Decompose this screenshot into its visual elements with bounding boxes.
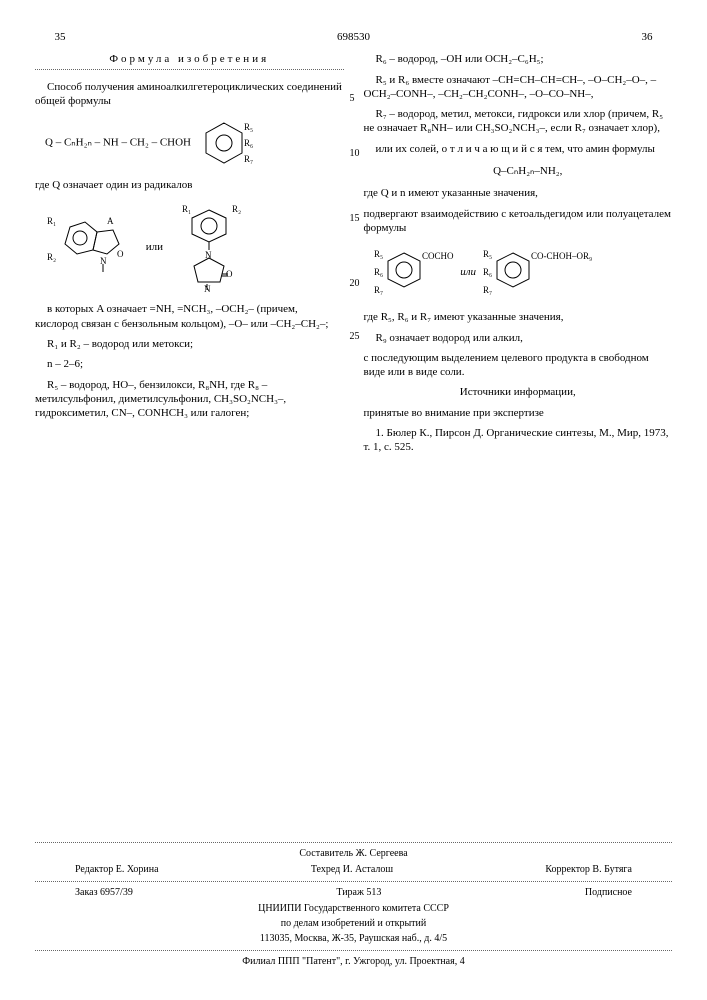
order-row: Заказ 6957/39 Тираж 513 Подписное xyxy=(75,886,632,899)
or-text-1: или xyxy=(146,241,163,253)
hemiacetal-ring-icon: R₅ R₆ R₇ CO-CHOH–OR₉ xyxy=(483,245,603,300)
patent-number: 698530 xyxy=(85,30,622,44)
svg-text:R₇: R₇ xyxy=(483,285,492,295)
org-line-1: ЦНИИПИ Государственного комитета СССР xyxy=(35,902,672,915)
line-num-20: 20 xyxy=(350,277,360,290)
where-q-text: где Q означает один из радикалов xyxy=(35,178,344,192)
r1r2-def: R₁ и R₂ – водород или метокси; xyxy=(35,337,344,351)
r7-def: R₇ – водород, метил, метокси, гидрокси и… xyxy=(364,107,673,136)
svg-text:R₂: R₂ xyxy=(232,204,241,214)
branch-address: Филиал ППП "Патент", г. Ужгород, ул. Про… xyxy=(35,955,672,968)
r5-def: R₅ – водород, HO–, бензилокси, R₈NH, где… xyxy=(35,378,344,421)
tirage: Тираж 513 xyxy=(336,886,381,899)
editor-credit: Редактор Е. Хорина xyxy=(75,863,159,876)
svg-text:CO-CHOH–OR₉: CO-CHOH–OR₉ xyxy=(531,251,592,261)
phenyl-imidazolone-icon: R₁ R₂ N O N xyxy=(174,202,254,292)
svg-text:R₅: R₅ xyxy=(483,249,492,259)
r7-label: R₇ xyxy=(244,154,253,164)
main-formula-block: Q – CₙH₂ₙ – NH – CH₂ – CHOH R₅ R₆ R₇ xyxy=(35,118,344,168)
r6-label: R₆ xyxy=(244,138,253,148)
cocho-ring-icon: R₅ R₆ R₇ COCHO xyxy=(374,245,454,300)
benzene-ring-icon: R₅ R₆ R₇ xyxy=(194,118,254,168)
ketoaldehyde-structures: R₅ R₆ R₇ COCHO или R₅ R₆ R₇ CO-CHOH–OR₉ xyxy=(364,245,673,300)
order-number: Заказ 6957/39 xyxy=(75,886,133,899)
svg-text:R₇: R₇ xyxy=(374,285,383,295)
page-number-right: 36 xyxy=(622,30,672,44)
two-column-layout: Формула изобретения Способ получения ами… xyxy=(35,52,672,460)
or-text-2: или xyxy=(460,266,476,278)
org-line-2: по делам изобретений и открытий xyxy=(35,917,672,930)
line-num-10: 10 xyxy=(350,147,360,160)
fused-ring-icon: R₁ A O N R₂ xyxy=(45,212,135,282)
r5-label: R₅ xyxy=(244,122,253,132)
n-def: n – 2–6; xyxy=(35,357,344,371)
page-container: 35 698530 36 Формула изобретения Способ … xyxy=(0,0,707,481)
amine-formula: Q–CₙH₂ₙ–NH₂, xyxy=(364,164,673,178)
r6-def: R₆ – водород, –OH или OCH₂–C₆H₅; xyxy=(364,52,673,66)
corrector-credit: Корректор В. Бутяга xyxy=(545,863,632,876)
line-num-25: 25 xyxy=(350,330,360,343)
r1-label: R₁ xyxy=(47,216,56,226)
techred-credit: Техред И. Асталош xyxy=(311,863,393,876)
isolation-text: с последующим выделением целевого продук… xyxy=(364,351,673,380)
svg-text:R₆: R₆ xyxy=(374,267,383,277)
compiler-credit: Составитель Ж. Сергеева xyxy=(35,847,672,860)
r2-label: R₂ xyxy=(47,252,56,262)
svg-text:O: O xyxy=(117,249,124,259)
page-number-left: 35 xyxy=(35,30,85,44)
left-column: Формула изобретения Способ получения ами… xyxy=(35,52,344,460)
main-formula-text: Q – CₙH₂ₙ – NH – CH₂ – CHOH xyxy=(45,137,191,149)
svg-text:COCHO: COCHO xyxy=(422,251,454,261)
line-num-15: 15 xyxy=(350,212,360,225)
where-qn: где Q и n имеют указанные значения, xyxy=(364,186,673,200)
where-a-text: в которых A означает =NH, =NCH₃, –OCH₂– … xyxy=(35,302,344,331)
invention-title: Формула изобретения xyxy=(35,52,344,69)
r5r6-def: R₅ и R₆ вместе означают –CH=CH–CH=CH–, –… xyxy=(364,73,673,102)
svg-text:R₅: R₅ xyxy=(374,249,383,259)
react-text: подвергают взаимодействию с кетоальдегид… xyxy=(364,207,673,236)
svg-text:R₁: R₁ xyxy=(182,204,191,214)
salts-text: или их солей, о т л и ч а ю щ и й с я те… xyxy=(364,142,673,156)
line-num-5: 5 xyxy=(350,92,355,105)
sources-subtitle: принятые во внимание при экспертизе xyxy=(364,406,673,420)
svg-text:R₆: R₆ xyxy=(483,267,492,277)
radical-structures: R₁ A O N R₂ или R₁ R₂ N xyxy=(35,202,344,292)
org-address: 113035, Москва, Ж-35, Раушская наб., д. … xyxy=(35,932,672,945)
reference-1: 1. Бюлер К., Пирсон Д. Органические синт… xyxy=(364,426,673,455)
where-r567: где R₅, R₆ и R₇ имеют указанные значения… xyxy=(364,310,673,324)
svg-text:A: A xyxy=(107,216,114,226)
right-column: 5 10 15 20 25 R₆ – водород, –OH или OCH₂… xyxy=(364,52,673,460)
credits-row: Редактор Е. Хорина Техред И. Асталош Кор… xyxy=(75,863,632,876)
intro-paragraph: Способ получения аминоалкилгетероцикличе… xyxy=(35,80,344,109)
header: 35 698530 36 xyxy=(35,30,672,44)
footer: Составитель Ж. Сергеева Редактор Е. Хори… xyxy=(35,837,672,970)
subscription: Подписное xyxy=(585,886,632,899)
sources-title: Источники информации, xyxy=(364,385,673,399)
r9-def: R₉ означает водород или алкил, xyxy=(364,331,673,345)
